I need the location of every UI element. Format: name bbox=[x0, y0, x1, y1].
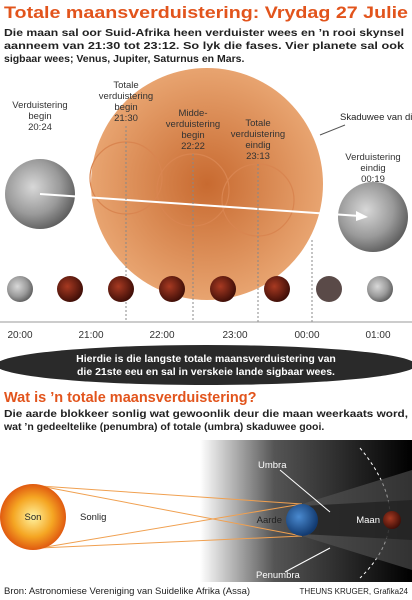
phase-label: Verduistering bbox=[12, 100, 67, 111]
moon bbox=[383, 511, 401, 529]
moon-arrow bbox=[39, 193, 361, 217]
phase-label: Midde- bbox=[178, 108, 207, 119]
banner bbox=[0, 345, 412, 385]
credit: THEUNS KRUGER, Grafika24 bbox=[300, 587, 409, 596]
intro-line: aanneem van 21:30 tot 23:12. So lyk die … bbox=[4, 40, 404, 52]
earth-shadow bbox=[91, 68, 323, 300]
explanation: Die aarde blokkeer sonlig wat gewoonlik … bbox=[4, 408, 408, 420]
explanation: wat ’n gedeeltelike (penumbra) of totale… bbox=[3, 421, 324, 433]
umbra-label: Umbra bbox=[258, 460, 287, 471]
time-tick: 23:00 bbox=[222, 330, 247, 341]
sun-rays bbox=[39, 485, 303, 549]
phase-labels: Verduistering begin 20:24 Totale verduis… bbox=[12, 80, 400, 185]
shadow-label: Skaduwee van die aarde bbox=[340, 112, 412, 123]
timeline-labels: 20:00 21:00 22:00 23:00 00:00 01:00 bbox=[7, 330, 390, 341]
phase-label: Verduistering bbox=[345, 152, 400, 163]
earth bbox=[286, 504, 318, 536]
source: Bron: Astronomiese Vereniging van Suidel… bbox=[4, 586, 250, 597]
phase-label: verduistering bbox=[166, 119, 220, 130]
phase-label: begin bbox=[181, 130, 204, 141]
arrow-head bbox=[356, 211, 368, 221]
intro: Die maan sal oor Suid-Afrika heen verdui… bbox=[4, 27, 404, 65]
phase-time: 20:24 bbox=[28, 122, 52, 133]
section-title: Wat is ’n totale maansverduistering? bbox=[4, 390, 257, 406]
orbit bbox=[359, 447, 391, 579]
phase-label: eindig bbox=[360, 163, 385, 174]
time-tick: 21:00 bbox=[78, 330, 103, 341]
pointer bbox=[284, 547, 331, 573]
phase-label: eindig bbox=[245, 140, 270, 151]
phase-time: 22:22 bbox=[181, 141, 205, 152]
title: Totale maansverduistering: Vrydag 27 Jul… bbox=[4, 3, 408, 22]
earth-label: Aarde bbox=[257, 515, 282, 526]
banner-line: Hierdie is die langste totale maansverdu… bbox=[76, 353, 336, 365]
phase-guides bbox=[125, 126, 313, 322]
penumbra-label: Penumbra bbox=[256, 570, 301, 581]
time-tick: 01:00 bbox=[365, 330, 390, 341]
phase-label: Totale bbox=[245, 118, 270, 129]
intro-line: Die maan sal oor Suid-Afrika heen verdui… bbox=[4, 27, 404, 39]
time-tick: 22:00 bbox=[149, 330, 174, 341]
sunlight-label: Sonlig bbox=[80, 512, 106, 523]
time-tick: 00:00 bbox=[294, 330, 319, 341]
phase-label: verduistering bbox=[99, 91, 153, 102]
umbra-cone bbox=[302, 500, 412, 540]
pointer bbox=[279, 469, 331, 513]
phase-label: verduistering bbox=[231, 129, 285, 140]
intro-line: sigbaar wees; Venus, Jupiter, Saturnus e… bbox=[4, 53, 245, 65]
pointer bbox=[319, 124, 346, 136]
phase-label: begin bbox=[28, 111, 51, 122]
time-tick: 20:00 bbox=[7, 330, 32, 341]
moon-label: Maan bbox=[356, 515, 380, 526]
sun bbox=[0, 484, 66, 550]
diagram-labels: Son Sonlig Aarde Maan Umbra Penumbra bbox=[25, 460, 380, 581]
phase-time: 21:30 bbox=[114, 113, 138, 124]
phase-label: begin bbox=[114, 102, 137, 113]
phase-label: Totale bbox=[113, 80, 138, 91]
phase-time: 00:19 bbox=[361, 174, 385, 185]
phase-time: 23:13 bbox=[246, 151, 270, 162]
moon bbox=[338, 182, 408, 252]
banner-line: die 21ste eeu en sal in verskeie lande s… bbox=[77, 366, 335, 378]
phase-moons bbox=[7, 276, 393, 302]
sun-label: Son bbox=[25, 512, 42, 523]
